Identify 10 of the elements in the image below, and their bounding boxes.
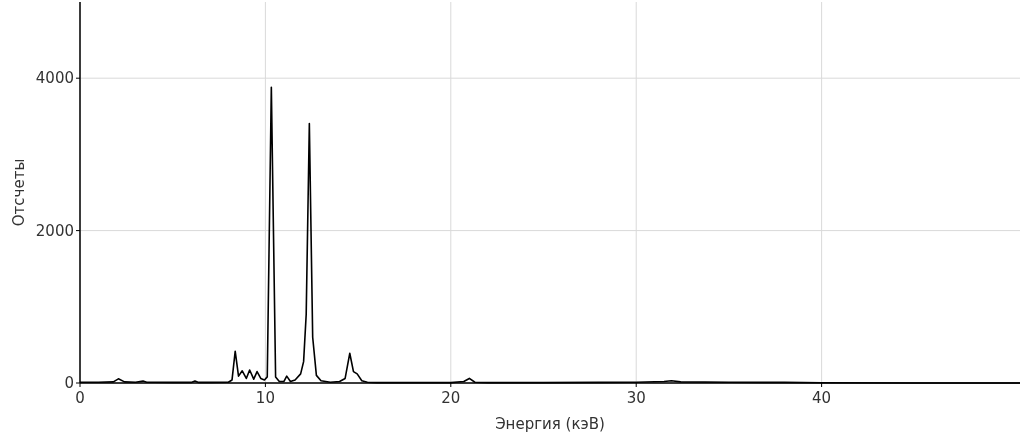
y-tick-label: 2000 [35, 221, 74, 240]
x-tick-label: 30 [626, 389, 646, 407]
x-tick-label: 40 [812, 389, 832, 407]
x-tick-label: 20 [441, 389, 461, 407]
y-tick-label: 0 [64, 374, 74, 393]
y-tick-label: 4000 [35, 69, 74, 88]
x-axis-title: Энергия (кэВ) [495, 415, 605, 433]
y-axis-title: Отсчеты [10, 158, 28, 227]
x-tick-label: 0 [75, 389, 85, 407]
x-tick-label: 10 [255, 389, 275, 407]
